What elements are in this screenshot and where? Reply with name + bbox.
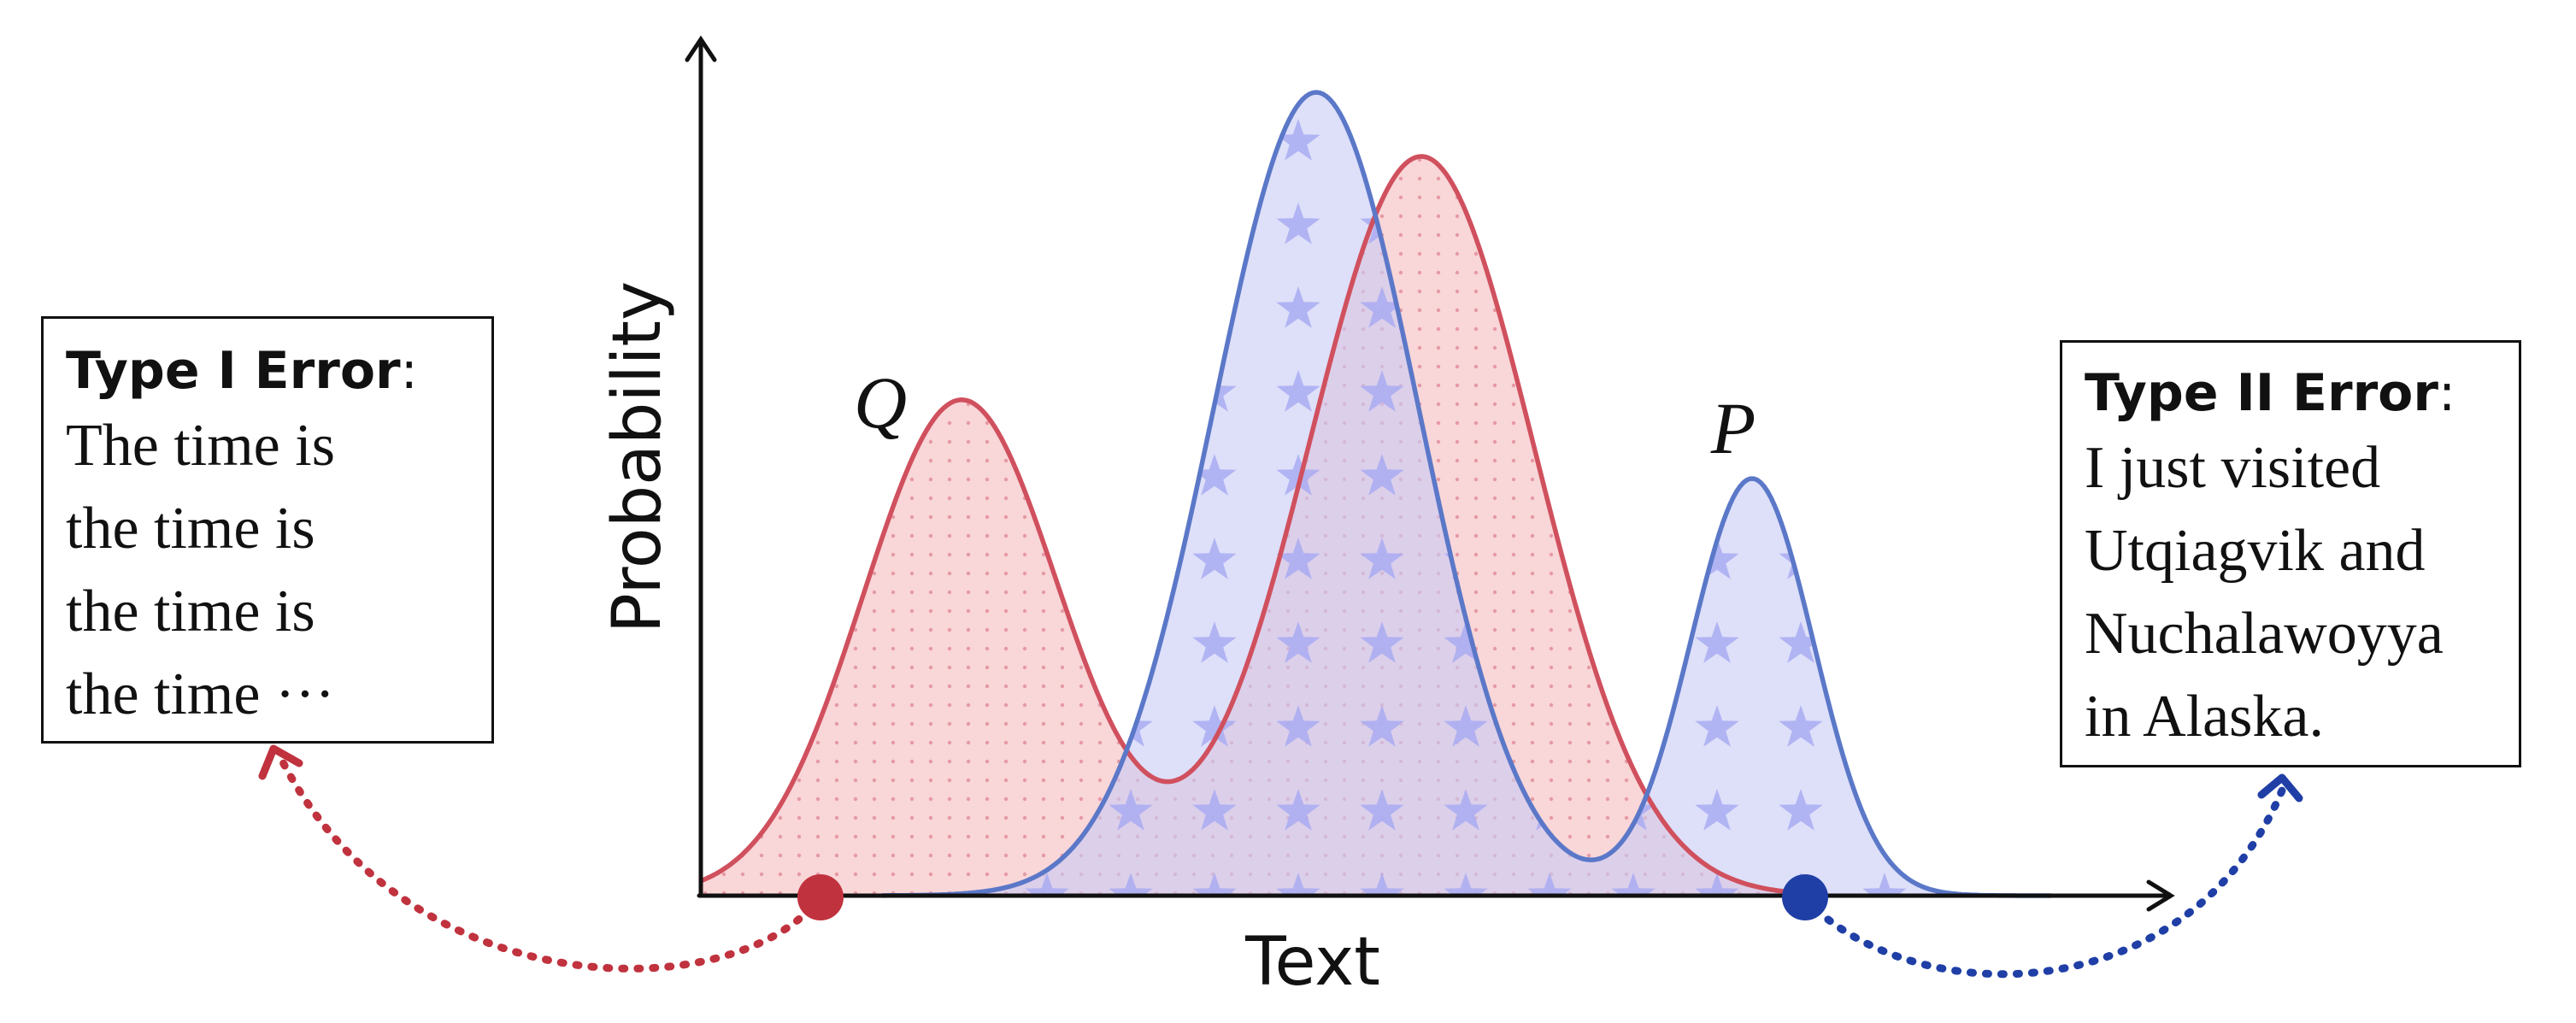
type2-title-colon: : xyxy=(2438,363,2456,423)
type1-error-box: Type I Error: The time is the time is th… xyxy=(41,316,494,744)
type2-error-box: Type II Error: I just visited Utqiagvik … xyxy=(2060,340,2521,767)
type1-text-line: the time is xyxy=(66,496,315,561)
p-distribution-curve xyxy=(882,90,2051,898)
type1-title-text: Type I Error xyxy=(66,341,401,401)
type2-error-title: Type II Error: xyxy=(2085,360,2497,426)
type2-text-line: I just visited xyxy=(2085,435,2381,501)
type2-arrowhead xyxy=(2257,773,2303,803)
x-axis-label: Text xyxy=(1244,924,1380,1001)
type1-text-line: the time is xyxy=(66,579,315,644)
type1-title-colon: : xyxy=(400,341,418,401)
axes xyxy=(685,35,2175,912)
type1-text-line: The time is xyxy=(66,413,335,479)
type1-text-line: the time ··· xyxy=(66,661,335,727)
type2-text-line: in Alaska. xyxy=(2085,684,2324,750)
type1-error-title: Type I Error: xyxy=(66,338,469,404)
type1-arrow xyxy=(278,756,825,973)
type1-sample-marker xyxy=(797,874,844,920)
type2-title-text: Type II Error xyxy=(2085,363,2438,423)
type2-text-line: Nuchalawoyya xyxy=(2085,601,2444,667)
q-distribution-curve xyxy=(699,154,1796,896)
p-label: P xyxy=(1710,387,1756,469)
y-axis-arrowhead xyxy=(685,35,717,62)
q-distribution-dots xyxy=(701,156,1795,896)
q-label: Q xyxy=(854,362,907,444)
type1-arrowhead xyxy=(258,744,303,780)
type2-sample-marker xyxy=(1782,874,1828,920)
y-axis-label: Probability xyxy=(599,281,676,633)
type2-arrow xyxy=(1801,786,2286,979)
x-axis-arrowhead xyxy=(2146,879,2175,912)
type2-text-line: Utqiagvik and xyxy=(2085,518,2426,584)
